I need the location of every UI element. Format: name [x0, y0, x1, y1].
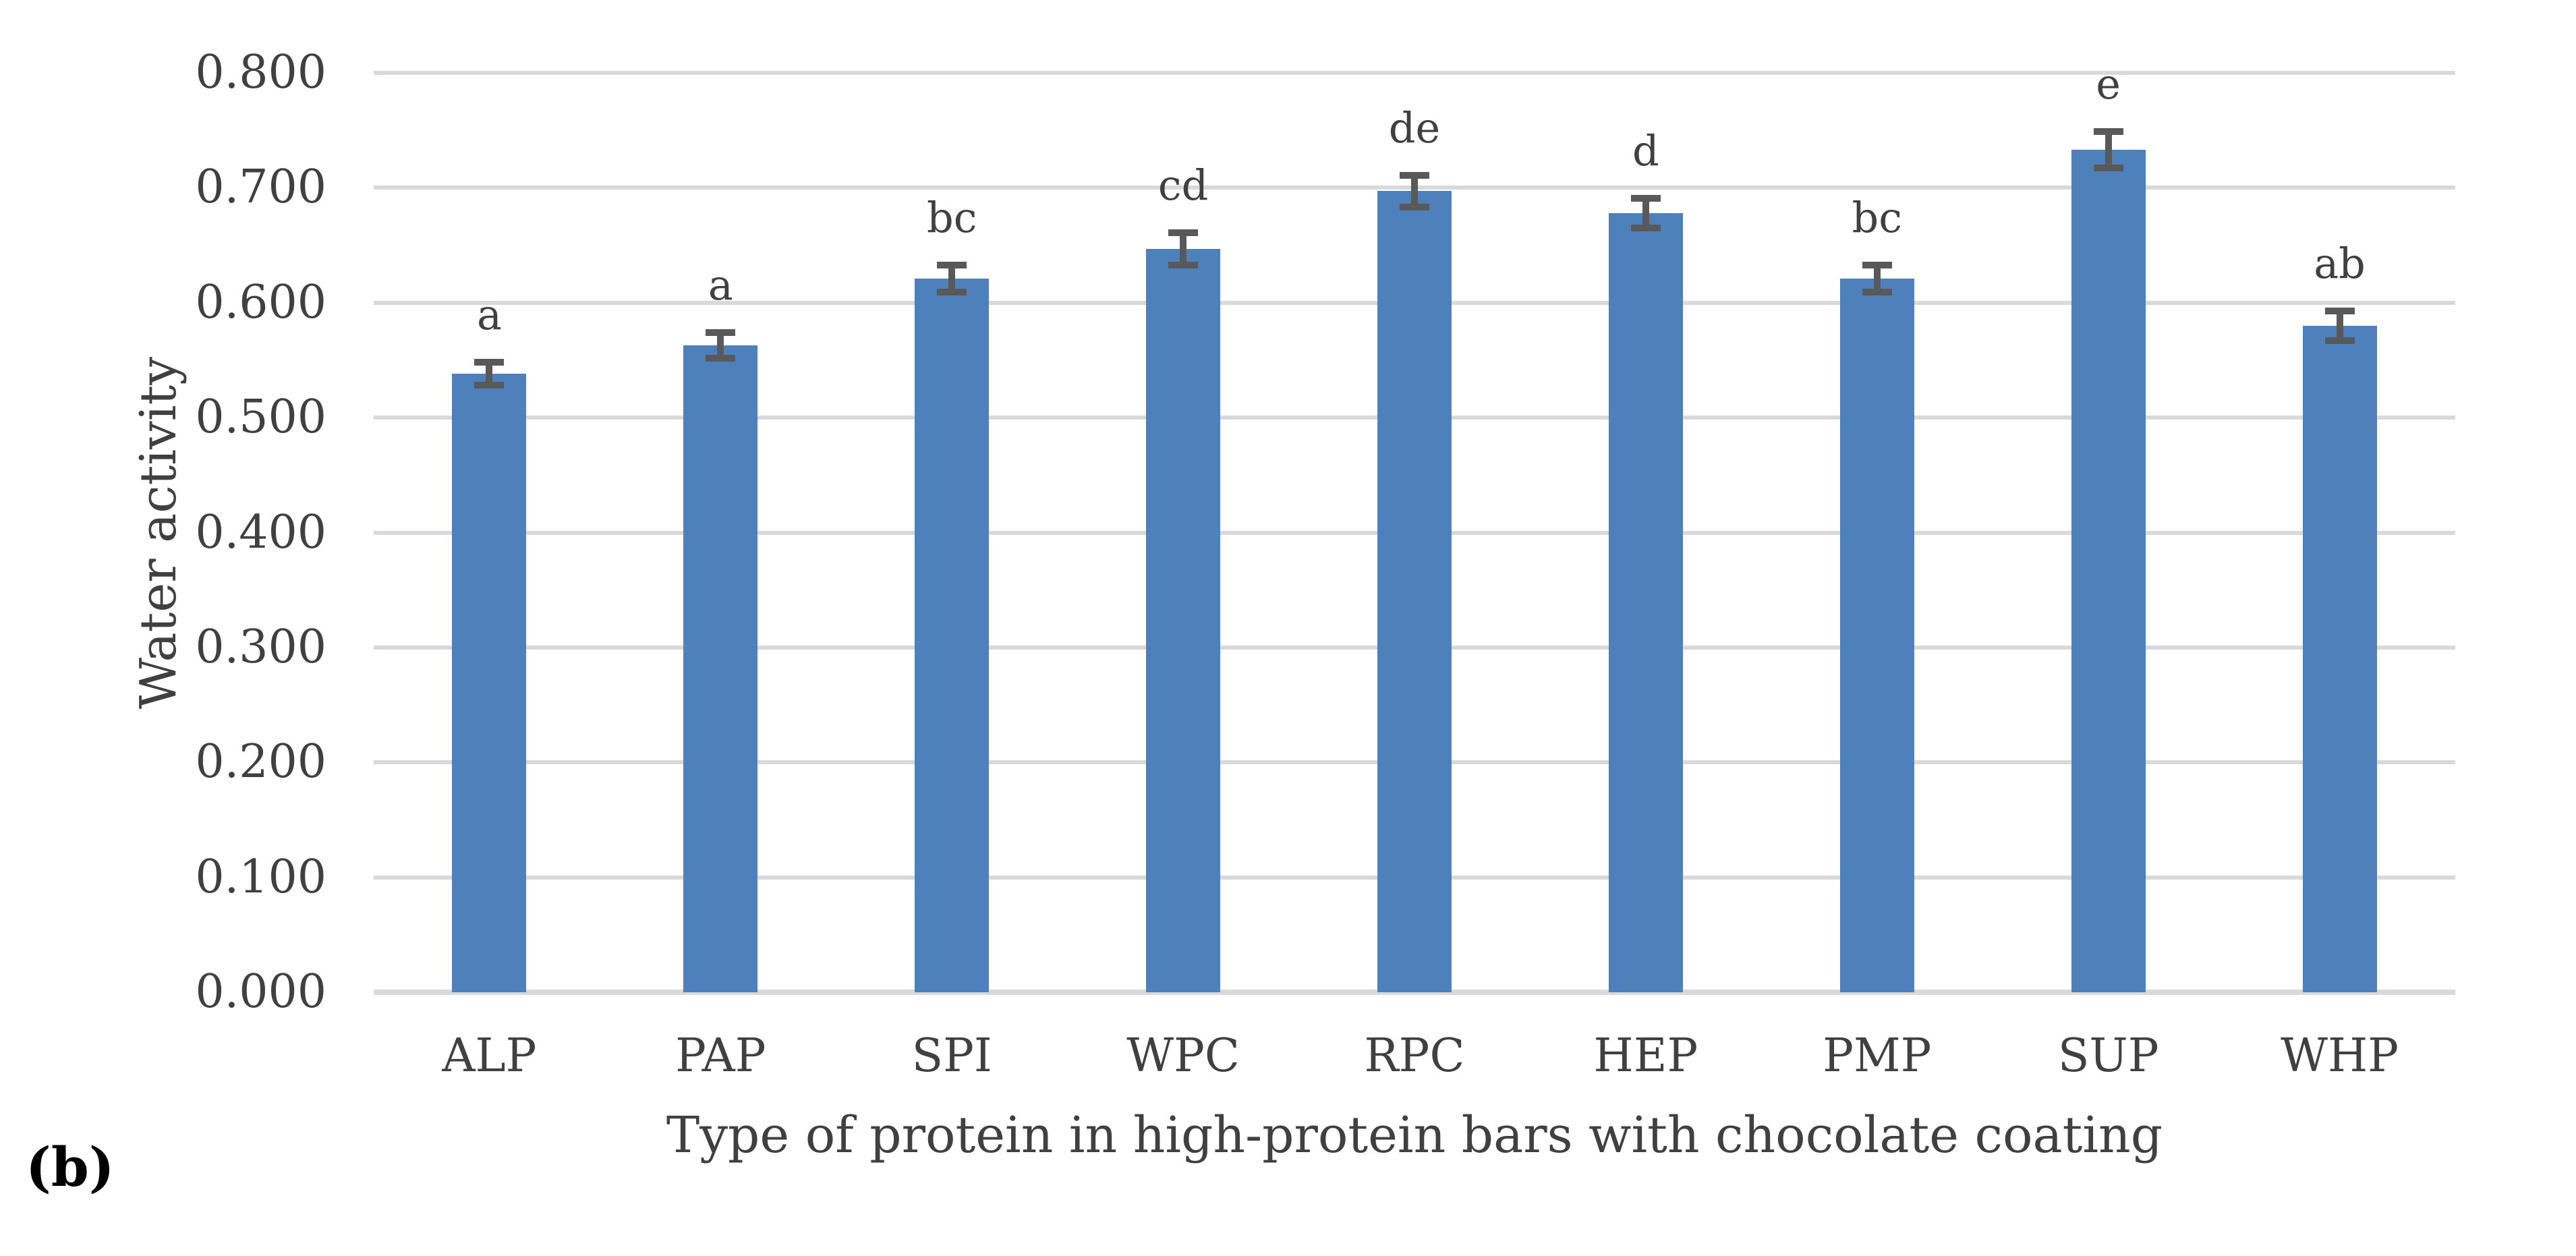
error-bar-cap-bottom	[1630, 225, 1661, 231]
significance-letter: cd	[1157, 160, 1209, 210]
bar	[1608, 212, 1683, 992]
bar	[452, 374, 527, 992]
x-category-label: ALP	[442, 1029, 537, 1083]
significance-letter: d	[1632, 125, 1659, 175]
error-bar-cap-top	[1400, 171, 1429, 179]
y-tick-label: 0.400	[195, 505, 326, 559]
error-bar-cap-top	[937, 261, 967, 268]
y-tick-label: 0.500	[195, 391, 326, 445]
y-tick-label: 0.800	[195, 46, 326, 99]
bar	[915, 278, 990, 992]
error-bar-line	[1642, 198, 1649, 228]
x-category-label: HEP	[1593, 1029, 1698, 1083]
bar	[683, 345, 758, 992]
significance-letter: bc	[927, 192, 977, 242]
x-axis-title: Type of protein in high-protein bars wit…	[666, 1106, 2163, 1164]
error-bar-cap-top	[2324, 307, 2355, 314]
y-tick-label: 0.600	[195, 275, 326, 329]
error-bar-cap-top	[1168, 229, 1199, 236]
error-bar-cap-top	[1630, 194, 1661, 202]
bar	[2302, 325, 2377, 992]
x-category-label: SPI	[911, 1029, 992, 1083]
y-tick-label: 0.300	[195, 620, 326, 674]
significance-letter: bc	[1852, 192, 1902, 242]
significance-letter: a	[476, 290, 502, 340]
error-bar-line	[486, 362, 493, 386]
significance-letter: ab	[2314, 238, 2366, 288]
error-bar-line	[1411, 175, 1418, 208]
figure-panel-label: (b)	[26, 1135, 115, 1199]
x-category-label: WHP	[2281, 1029, 2399, 1083]
error-bar-line	[948, 264, 956, 293]
x-category-label: RPC	[1364, 1029, 1465, 1083]
error-bar-line	[1180, 232, 1187, 265]
error-bar-cap-bottom	[2093, 165, 2123, 172]
error-bar-cap-bottom	[1168, 261, 1199, 268]
x-axis-line	[374, 990, 2455, 995]
significance-letter: e	[2096, 59, 2121, 109]
significance-letter: de	[1388, 103, 1441, 152]
error-bar-cap-bottom	[706, 354, 736, 362]
error-bar-cap-bottom	[1400, 204, 1429, 211]
gridline	[374, 71, 2455, 75]
x-category-label: PAP	[675, 1029, 766, 1083]
error-bar-cap-bottom	[474, 382, 505, 389]
x-category-label: WPC	[1126, 1029, 1240, 1083]
bar	[2071, 150, 2146, 992]
bar	[1839, 278, 1914, 992]
error-bar-line	[2336, 310, 2343, 341]
y-tick-label: 0.000	[195, 965, 326, 1019]
x-category-label: PMP	[1823, 1029, 1932, 1083]
error-bar-cap-bottom	[2324, 337, 2355, 344]
error-bar-cap-top	[2093, 127, 2123, 135]
error-bar-cap-bottom	[937, 289, 967, 296]
error-bar-cap-top	[474, 359, 505, 366]
y-tick-label: 0.700	[195, 161, 326, 215]
bar	[1146, 248, 1221, 992]
error-bar-line	[717, 333, 724, 358]
error-bar-cap-bottom	[1862, 289, 1892, 296]
error-bar-line	[2105, 131, 2112, 169]
significance-letter: a	[708, 260, 733, 310]
error-bar-cap-top	[706, 329, 736, 337]
y-tick-label: 0.200	[195, 735, 326, 789]
x-category-label: SUP	[2057, 1029, 2159, 1083]
y-tick-label: 0.100	[195, 850, 326, 904]
error-bar-cap-top	[1862, 261, 1892, 268]
bar	[1377, 191, 1452, 992]
error-bar-line	[1873, 264, 1881, 293]
